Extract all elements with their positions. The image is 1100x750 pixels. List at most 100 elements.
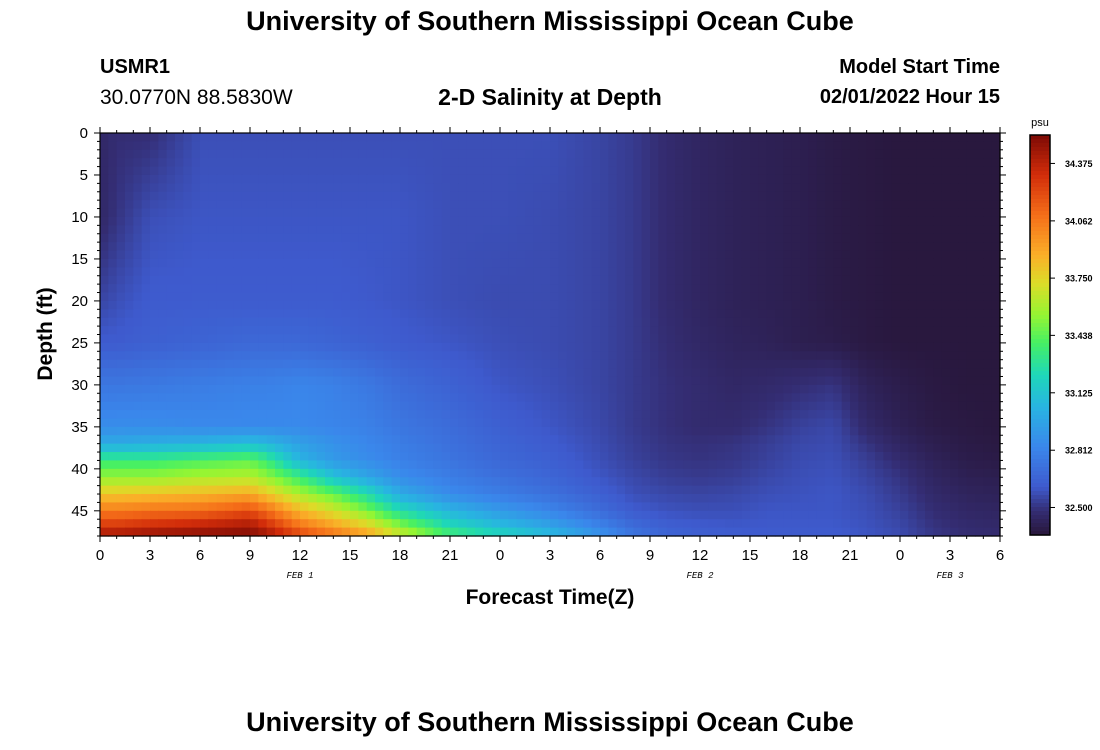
heatmap-cell xyxy=(300,393,309,403)
heatmap-cell xyxy=(141,410,151,420)
heatmap-cell xyxy=(533,510,543,520)
heatmap-cell xyxy=(750,342,759,352)
heatmap-cell xyxy=(425,510,434,520)
heatmap-cell xyxy=(241,334,251,344)
heatmap-cell xyxy=(166,292,176,302)
heatmap-cell xyxy=(483,485,493,495)
heatmap-cell xyxy=(883,292,893,302)
heatmap-cell xyxy=(125,292,134,302)
heatmap-cell xyxy=(975,468,984,478)
heatmap-cell xyxy=(191,435,201,445)
heatmap-cell xyxy=(233,300,243,310)
heatmap-cell xyxy=(283,494,293,504)
heatmap-cell xyxy=(108,359,118,369)
heatmap-cell xyxy=(266,242,276,252)
heatmap-cell xyxy=(883,351,893,361)
heatmap-cell xyxy=(333,166,343,176)
heatmap-cell xyxy=(283,250,293,260)
heatmap-cell xyxy=(683,494,693,504)
heatmap-cell xyxy=(525,133,534,142)
heatmap-cell xyxy=(891,225,901,235)
heatmap-cell xyxy=(908,200,918,210)
heatmap-cell xyxy=(475,485,484,495)
heatmap-cell xyxy=(758,233,768,243)
heatmap-cell xyxy=(216,317,226,327)
heatmap-cell xyxy=(875,359,884,369)
heatmap-cell xyxy=(408,208,418,218)
heatmap-cell xyxy=(758,174,768,184)
heatmap-cell xyxy=(358,477,368,487)
heatmap-cell xyxy=(641,267,651,277)
heatmap-cell xyxy=(916,410,926,420)
heatmap-cell xyxy=(216,477,226,487)
heatmap-cell xyxy=(741,326,751,336)
heatmap-cell xyxy=(408,183,418,193)
heatmap-cell xyxy=(233,284,243,294)
heatmap-cell xyxy=(450,166,459,176)
heatmap-cell xyxy=(100,166,109,176)
heatmap-cell xyxy=(483,452,493,462)
heatmap-cell xyxy=(225,443,234,453)
heatmap-cell xyxy=(208,342,218,352)
heatmap-cell xyxy=(225,368,234,378)
heatmap-cell xyxy=(933,233,943,243)
heatmap-cell xyxy=(725,326,734,336)
heatmap-cell xyxy=(875,485,884,495)
heatmap-cell xyxy=(141,242,151,252)
heatmap-cell xyxy=(566,242,576,252)
heatmap-cell xyxy=(391,443,401,453)
heatmap-cell xyxy=(650,141,659,151)
heatmap-cell xyxy=(316,141,326,151)
heatmap-cell xyxy=(350,149,359,159)
heatmap-cell xyxy=(966,158,976,168)
heatmap-cell xyxy=(525,418,534,428)
heatmap-cell xyxy=(416,452,426,462)
heatmap-cell xyxy=(583,200,593,210)
heatmap-cell xyxy=(350,477,359,487)
heatmap-cell xyxy=(675,368,684,378)
heatmap-cell xyxy=(275,351,284,361)
heatmap-cell xyxy=(758,250,768,260)
heatmap-cell xyxy=(708,418,718,428)
heatmap-cell xyxy=(883,141,893,151)
heatmap-cell xyxy=(225,485,234,495)
heatmap-cell xyxy=(366,200,376,210)
heatmap-cell xyxy=(558,502,568,512)
heatmap-cell xyxy=(975,368,984,378)
heatmap-cell xyxy=(916,401,926,411)
heatmap-cell xyxy=(616,284,626,294)
heatmap-cell xyxy=(666,174,676,184)
heatmap-cell xyxy=(283,452,293,462)
heatmap-cell xyxy=(991,149,1001,159)
heatmap-cell xyxy=(216,200,226,210)
heatmap-cell xyxy=(958,149,968,159)
heatmap-cell xyxy=(400,149,409,159)
heatmap-cell xyxy=(641,258,651,268)
heatmap-cell xyxy=(733,133,743,142)
heatmap-cell xyxy=(800,410,809,420)
heatmap-cell xyxy=(341,477,351,487)
heatmap-cell xyxy=(583,149,593,159)
heatmap-cell xyxy=(766,183,776,193)
heatmap-cell xyxy=(483,393,493,403)
heatmap-cell xyxy=(691,485,701,495)
heatmap-cell xyxy=(541,435,551,445)
heatmap-cell xyxy=(441,418,451,428)
heatmap-cell xyxy=(933,418,943,428)
heatmap-cell xyxy=(783,183,793,193)
heatmap-cell xyxy=(800,326,809,336)
heatmap-cell xyxy=(700,326,709,336)
heatmap-cell xyxy=(233,191,243,201)
heatmap-cell xyxy=(491,351,501,361)
heatmap-cell xyxy=(616,233,626,243)
heatmap-cell xyxy=(375,468,384,478)
heatmap-cell xyxy=(525,141,534,151)
heatmap-cell xyxy=(800,258,809,268)
heatmap-cell xyxy=(541,149,551,159)
heatmap-cell xyxy=(375,267,384,277)
heatmap-cell xyxy=(441,342,451,352)
heatmap-cell xyxy=(241,225,251,235)
heatmap-cell xyxy=(733,426,743,436)
heatmap-cell xyxy=(966,494,976,504)
heatmap-cell xyxy=(183,225,193,235)
